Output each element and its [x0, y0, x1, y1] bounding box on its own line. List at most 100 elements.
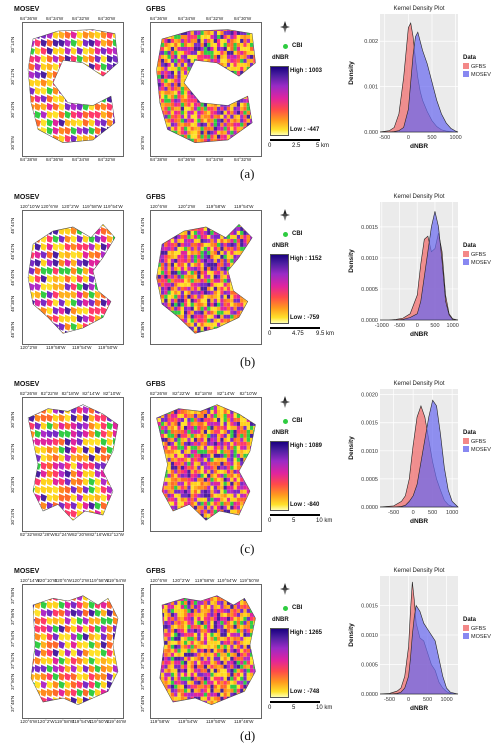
map-cell	[260, 275, 261, 279]
map-cell	[236, 294, 241, 299]
map-cell	[168, 398, 171, 402]
map-cell	[157, 278, 161, 283]
map-cell	[184, 34, 188, 39]
map-cell	[223, 38, 227, 43]
map-cell	[83, 126, 89, 135]
map-cell	[180, 34, 184, 39]
map-cell	[230, 433, 234, 438]
map-cell	[71, 330, 77, 334]
map-cell	[41, 404, 47, 406]
map-cell	[53, 461, 59, 470]
map-cell	[167, 286, 171, 291]
map-cell	[77, 306, 83, 315]
map-cell	[119, 705, 123, 713]
map-cell	[164, 294, 168, 299]
map-cell	[158, 211, 161, 215]
map-cell	[193, 473, 198, 478]
map-cell	[174, 58, 178, 63]
map-cell	[151, 131, 154, 135]
map-cell	[260, 147, 261, 151]
map-cell	[119, 625, 123, 633]
panel-caption: (b)	[240, 354, 256, 369]
map-cell	[210, 469, 214, 474]
map-cell	[184, 142, 188, 143]
map-cell	[233, 413, 237, 418]
map-cell	[95, 126, 101, 135]
map-cell	[230, 449, 234, 454]
map-cell	[207, 441, 211, 446]
map-cell	[170, 224, 175, 227]
map-cell	[177, 54, 181, 59]
map-cell	[217, 445, 221, 450]
map-cell	[250, 270, 253, 275]
map-cell	[181, 585, 184, 589]
map-cell	[187, 318, 191, 323]
map-cell	[164, 343, 167, 344]
map-cell	[236, 457, 241, 462]
map-axis-tick: 30°24'N	[10, 508, 15, 525]
map-cell	[207, 290, 211, 295]
map-cell	[240, 34, 244, 39]
map-cell	[177, 330, 181, 334]
map-cell	[177, 98, 181, 103]
map-cell	[194, 522, 197, 526]
map-cell	[59, 656, 65, 665]
map-cell	[156, 306, 158, 311]
map-cell	[187, 505, 191, 510]
map-cell	[220, 250, 224, 255]
map-cell	[113, 62, 118, 71]
map-cell	[59, 413, 65, 422]
map-cell	[23, 526, 29, 531]
map-cell	[260, 223, 261, 227]
map-cell	[174, 330, 178, 334]
map-cell	[89, 151, 95, 156]
map-cell	[101, 713, 107, 718]
map-cell	[217, 477, 221, 482]
map-cell	[156, 457, 158, 462]
map-cell	[29, 134, 35, 143]
map-cell	[119, 111, 123, 119]
map-cell	[246, 429, 250, 434]
map-cell	[119, 259, 123, 267]
map-cell	[257, 231, 260, 235]
map-cell	[193, 404, 198, 406]
map-cell	[171, 398, 174, 402]
map-cell	[107, 477, 113, 486]
map-title-right: GFBS	[146, 6, 166, 13]
map-cell	[77, 445, 83, 454]
map-cell	[190, 417, 194, 422]
map-cell	[213, 130, 217, 135]
map-cell	[250, 82, 254, 87]
map-cell	[246, 326, 250, 331]
map-cell	[190, 405, 194, 410]
map-cell	[253, 151, 256, 155]
map-cell	[71, 600, 77, 609]
map-cell	[210, 118, 214, 123]
map-cell	[156, 30, 158, 35]
map-cell	[237, 522, 240, 526]
map-cell	[167, 278, 171, 283]
map-cell	[47, 118, 53, 127]
map-cell	[223, 224, 227, 227]
map-cell	[187, 437, 191, 442]
map-cell	[253, 437, 256, 442]
map-cell	[167, 425, 171, 430]
map-cell	[59, 226, 65, 235]
map-cell	[83, 46, 89, 55]
map-cell	[89, 234, 95, 243]
map-cell	[164, 437, 168, 442]
map-cell	[230, 526, 233, 530]
map-cell	[23, 681, 29, 689]
map-cell	[230, 211, 233, 215]
map-cell	[113, 226, 115, 235]
map-cell	[217, 134, 221, 139]
map-cell	[113, 469, 118, 478]
map-cell	[77, 656, 83, 665]
map-cell	[77, 705, 83, 713]
map-cell	[156, 226, 158, 231]
map-cell	[151, 398, 154, 402]
map-axis-tick: 48°44'N	[10, 217, 15, 234]
map-cell	[246, 29, 250, 31]
map-cell	[197, 589, 200, 593]
map-cell	[53, 94, 59, 103]
